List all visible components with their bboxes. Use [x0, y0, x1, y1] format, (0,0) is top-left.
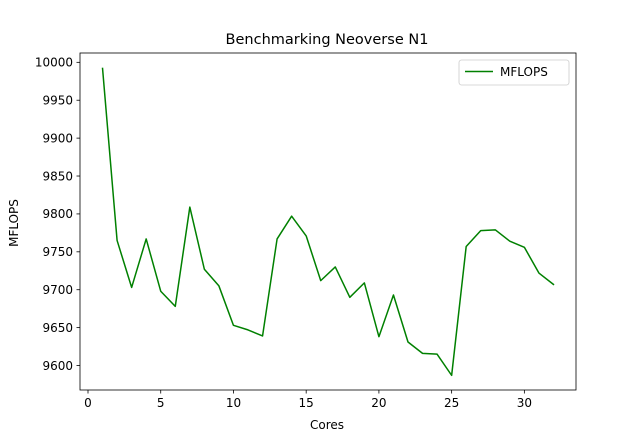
legend-box	[458, 59, 570, 86]
x-tick-label: 5	[157, 396, 165, 410]
y-tick-label: 9900	[42, 131, 73, 145]
x-tick-label: 10	[226, 396, 241, 410]
y-tick-label: 9700	[42, 283, 73, 297]
y-axis-label: MFLOPS	[7, 199, 21, 247]
y-tick-label: 9750	[42, 245, 73, 259]
plot-area: 0 5 10 15 20 25 30 9600 9650 9700 9750 9800 9850 9900…	[35, 52, 577, 410]
y-tick-label: 10000	[35, 56, 73, 70]
x-tick-label: 30	[517, 396, 532, 410]
y-tick-label: 9650	[42, 321, 73, 335]
axes-frame	[79, 52, 577, 391]
chart-title: Benchmarking Neoverse N1	[226, 32, 429, 48]
x-tick-label: 15	[299, 396, 314, 410]
x-tick-label: 20	[371, 396, 386, 410]
y-tick-label: 9800	[42, 207, 73, 221]
legend: MFLOPS	[458, 59, 570, 86]
legend-label: MFLOPS	[500, 65, 548, 79]
y-tick-label: 9950	[42, 94, 73, 108]
x-axis-label: Cores	[310, 418, 344, 432]
y-tick-label: 9850	[42, 169, 73, 183]
x-tick-label: 25	[444, 396, 459, 410]
y-tick-label: 9600	[42, 359, 73, 373]
x-tick-label: 0	[84, 396, 92, 410]
series-line-0	[101, 67, 555, 377]
